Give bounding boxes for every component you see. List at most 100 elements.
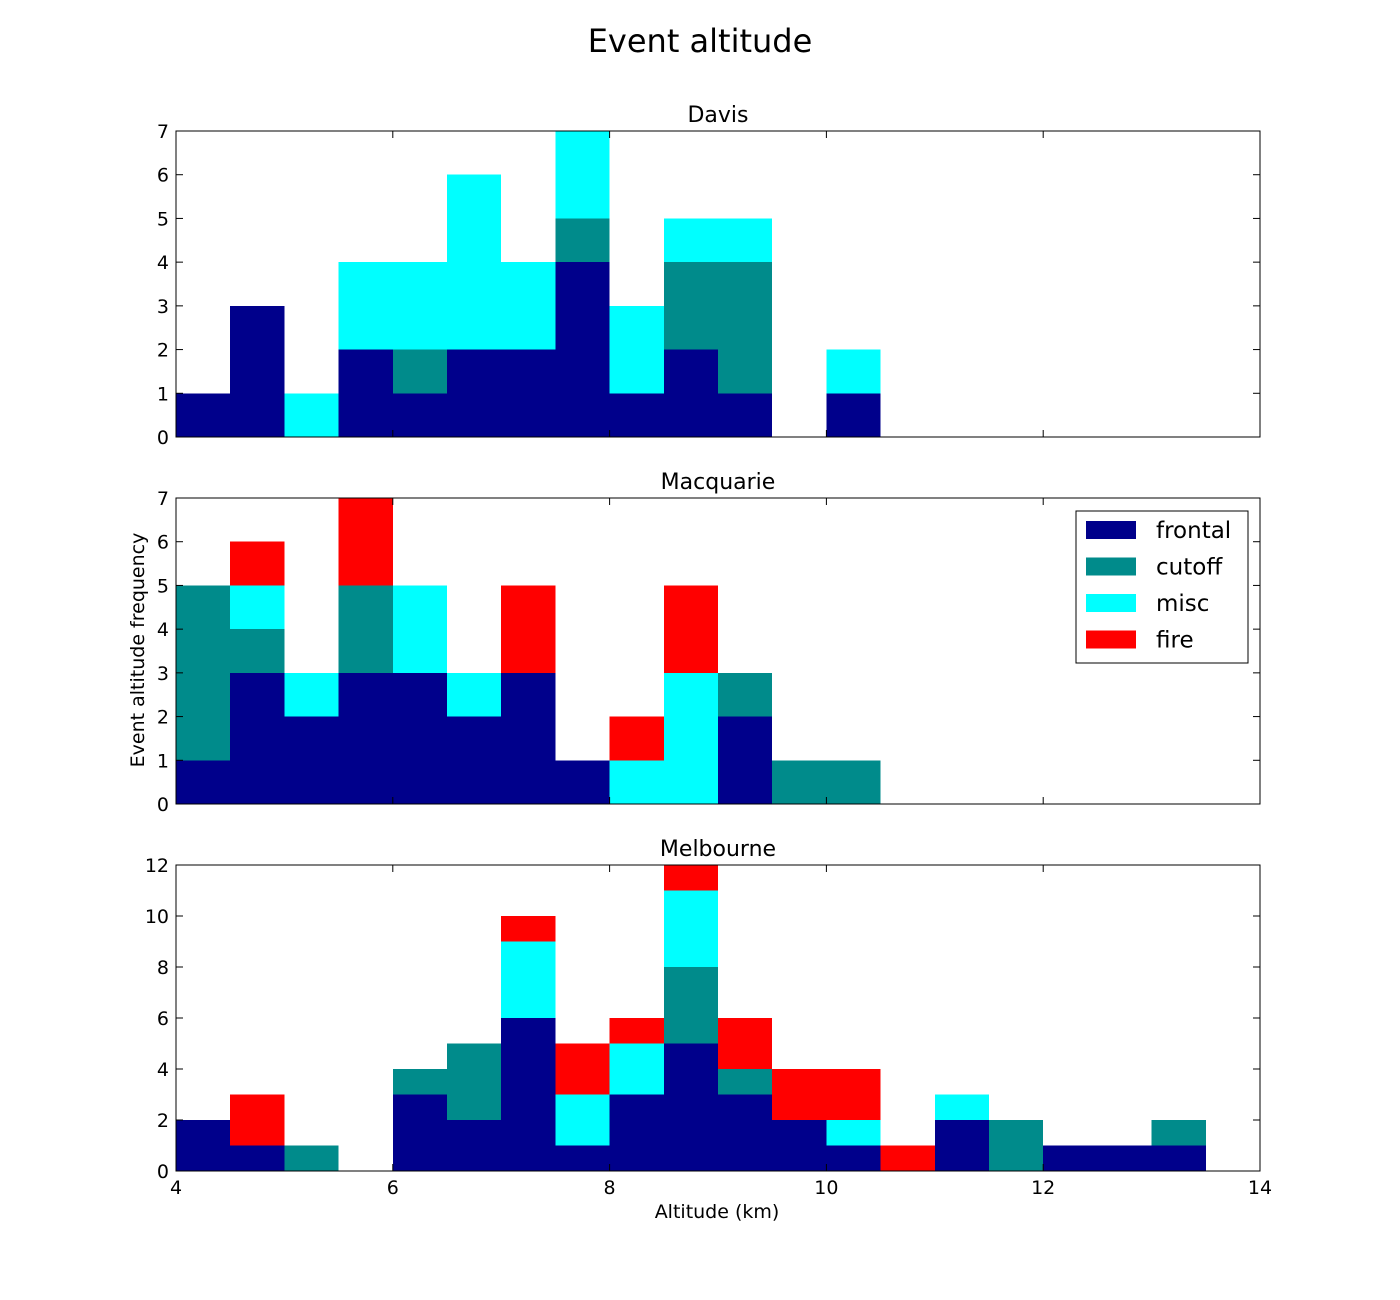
ytick-label-macquarie-2: 2: [157, 707, 169, 729]
panel-title-macquarie: Macquarie: [661, 470, 776, 495]
bar-melbourne-fire-10.5: [880, 1145, 935, 1171]
legend-label-fire: fire: [1156, 628, 1194, 654]
bar-davis-frontal-6.5: [447, 349, 502, 437]
legend-label-frontal: frontal: [1156, 518, 1231, 544]
ytick-label-macquarie-5: 5: [157, 575, 169, 597]
bar-davis-misc-6: [392, 262, 447, 350]
ytick-label-davis-5: 5: [157, 208, 169, 230]
ytick-label-davis-3: 3: [157, 296, 169, 318]
bar-melbourne-fire-9.5: [772, 1069, 827, 1120]
bar-melbourne-frontal-7: [501, 1018, 556, 1171]
bar-macquarie-misc-5: [284, 672, 339, 717]
bar-melbourne-frontal-10: [826, 1145, 881, 1171]
bar-davis-misc-5: [284, 393, 339, 437]
bar-melbourne-misc-11: [934, 1094, 989, 1120]
bar-davis-frontal-4.5: [230, 305, 285, 437]
bars-melbourne: [176, 865, 1206, 1171]
bar-davis-misc-8: [609, 305, 664, 394]
bar-davis-misc-8.5: [663, 218, 718, 263]
bar-macquarie-frontal-7.5: [555, 760, 610, 804]
bar-melbourne-frontal-8.5: [663, 1043, 718, 1171]
legend-swatch-misc: [1086, 594, 1136, 612]
panel-macquarie: Macquarie 0 1 2 3 4 5 6 7 frontal cutoff misc fire: [157, 470, 1261, 816]
ytick-label-melbourne-12: 12: [145, 855, 169, 877]
bar-macquarie-fire-8.5: [663, 585, 718, 673]
xtick-label-8: 8: [604, 1177, 616, 1199]
bar-melbourne-frontal-9: [718, 1094, 773, 1171]
bar-melbourne-misc-8.5: [663, 890, 718, 967]
bar-davis-cutoff-9: [718, 262, 773, 394]
bar-davis-frontal-7: [501, 349, 556, 437]
ytick-label-davis-6: 6: [157, 165, 169, 187]
bar-melbourne-cutoff-13: [1151, 1120, 1206, 1146]
bar-davis-cutoff-7.5: [555, 218, 610, 263]
bar-melbourne-misc-10: [826, 1120, 881, 1146]
ytick-label-macquarie-7: 7: [157, 488, 169, 510]
bar-melbourne-frontal-12: [1043, 1145, 1098, 1171]
bar-melbourne-fire-4.5: [230, 1094, 285, 1146]
ytick-label-davis-7: 7: [157, 121, 169, 143]
bar-macquarie-frontal-6.5: [447, 716, 502, 804]
legend: frontal cutoff misc fire: [1075, 510, 1249, 664]
bar-davis-misc-5.5: [338, 262, 393, 350]
bar-melbourne-fire-7: [501, 916, 556, 942]
ytick-label-davis-2: 2: [157, 340, 169, 362]
bar-macquarie-frontal-6: [392, 672, 447, 804]
bar-melbourne-cutoff-9: [718, 1069, 773, 1095]
bar-macquarie-cutoff-4.5: [230, 629, 285, 673]
bar-melbourne-fire-9: [718, 1018, 773, 1069]
ytick-label-davis-4: 4: [157, 252, 169, 274]
xtick-label-10: 10: [814, 1177, 838, 1199]
x-axis-label: Altitude (km): [655, 1201, 780, 1223]
bar-davis-frontal-9: [718, 393, 773, 437]
bar-melbourne-misc-7: [501, 941, 556, 1018]
panel-title-melbourne: Melbourne: [660, 837, 776, 862]
ytick-label-melbourne-8: 8: [157, 957, 169, 979]
bar-macquarie-cutoff-9: [718, 672, 773, 717]
bar-melbourne-cutoff-11.5: [989, 1120, 1044, 1171]
panel-melbourne: Melbourne 0 2 4 6 8 10 12 4 6 8 10 12 14: [145, 837, 1272, 1199]
bar-macquarie-cutoff-5.5: [338, 585, 393, 673]
bar-davis-misc-7.5: [555, 131, 610, 219]
bar-melbourne-fire-8: [609, 1018, 664, 1044]
bar-macquarie-frontal-5.5: [338, 672, 393, 804]
ytick-label-macquarie-4: 4: [157, 619, 169, 641]
panel-title-davis: Davis: [687, 103, 748, 128]
bar-davis-cutoff-8.5: [663, 262, 718, 350]
bar-melbourne-frontal-8: [609, 1094, 664, 1171]
bar-macquarie-cutoff-10: [826, 760, 881, 804]
bar-macquarie-fire-5.5: [338, 498, 393, 586]
bar-macquarie-frontal-5: [284, 716, 339, 804]
bar-macquarie-fire-8: [609, 716, 664, 761]
bar-melbourne-frontal-12.5: [1097, 1145, 1152, 1171]
bar-davis-frontal-7.5: [555, 262, 610, 437]
ytick-label-melbourne-6: 6: [157, 1008, 169, 1030]
bar-melbourne-frontal-7.5: [555, 1145, 610, 1171]
bar-melbourne-fire-10: [826, 1069, 881, 1120]
bar-davis-frontal-5.5: [338, 349, 393, 437]
axes-frame-macquarie: [175, 497, 1261, 805]
bar-macquarie-misc-8.5: [663, 672, 718, 804]
bar-macquarie-frontal-9: [718, 716, 773, 804]
legend-swatch-cutoff: [1086, 557, 1136, 576]
y-axis-label: Event altitude frequency: [127, 533, 149, 768]
xtick-label-12: 12: [1031, 1177, 1055, 1199]
bar-melbourne-frontal-6: [392, 1094, 447, 1171]
bar-davis-cutoff-6: [392, 349, 447, 394]
bar-davis-frontal-8.5: [663, 349, 718, 437]
bar-davis-misc-9: [718, 218, 773, 263]
bar-melbourne-misc-7.5: [555, 1094, 610, 1146]
ytick-label-melbourne-10: 10: [145, 906, 169, 928]
bar-melbourne-misc-8: [609, 1043, 664, 1095]
bar-melbourne-frontal-13: [1151, 1145, 1206, 1171]
legend-swatch-frontal: [1086, 521, 1136, 539]
bar-melbourne-frontal-11: [934, 1120, 989, 1171]
bar-melbourne-frontal-9.5: [772, 1120, 827, 1171]
bar-macquarie-misc-6.5: [447, 672, 502, 717]
bar-davis-misc-10: [826, 349, 881, 394]
ytick-label-macquarie-3: 3: [157, 663, 169, 685]
bar-melbourne-cutoff-6.5: [447, 1043, 502, 1120]
bar-macquarie-fire-7: [501, 585, 556, 673]
ytick-label-macquarie-0: 0: [157, 794, 169, 816]
